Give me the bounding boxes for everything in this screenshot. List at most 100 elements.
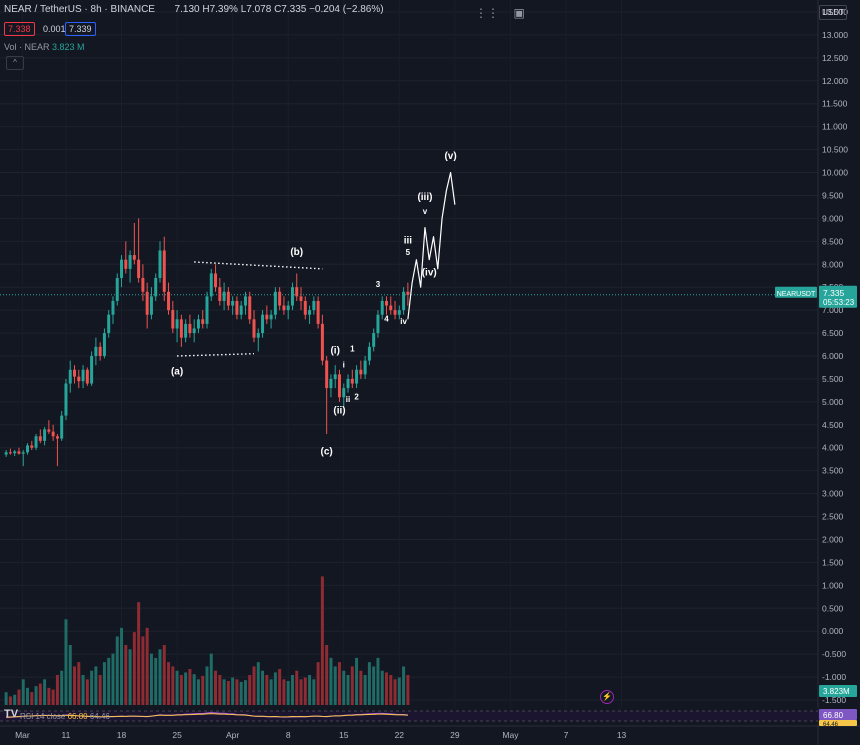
wave-label: ii — [346, 395, 350, 404]
candle-body — [333, 374, 337, 379]
candle-body — [145, 291, 149, 315]
price-tick-label: 6.000 — [822, 351, 844, 361]
volume-bar — [269, 679, 273, 705]
collapse-legend-button[interactable]: ^ — [6, 56, 24, 70]
candle-body — [273, 291, 277, 315]
candle-body — [13, 451, 17, 454]
price-tick-label: 1.500 — [822, 557, 844, 567]
candlestick-series — [4, 218, 410, 467]
candle-body — [64, 383, 68, 416]
currency-selector[interactable]: USDT — [819, 5, 847, 20]
volume-bar — [102, 662, 106, 705]
volume-bar — [77, 662, 81, 705]
volume-bar — [149, 653, 153, 705]
volume-bar — [167, 662, 171, 705]
price-tick-label: 8.000 — [822, 259, 844, 269]
candle-body — [167, 291, 171, 311]
volume-bar — [346, 675, 350, 705]
candle-body — [141, 278, 145, 292]
candle-body — [303, 300, 307, 315]
candle-body — [406, 291, 410, 295]
volume-bar — [372, 666, 376, 705]
volume-bar — [201, 675, 205, 705]
candle-body — [124, 259, 128, 269]
volume-bar — [282, 679, 286, 705]
price-tick-label: 5.500 — [822, 374, 844, 384]
volume-bar — [278, 669, 282, 705]
candle-body — [290, 287, 294, 306]
time-tick-label: 25 — [172, 730, 182, 740]
candle-body — [21, 452, 25, 454]
candle-body — [278, 291, 282, 306]
volume-bar — [90, 670, 94, 705]
candle-body — [55, 436, 59, 439]
volume-bar — [205, 666, 209, 705]
vol-tag: 3.823M — [823, 687, 850, 696]
volume-bar — [51, 689, 55, 705]
volume-bar — [188, 669, 192, 705]
volume-bar — [85, 679, 89, 705]
volume-bar — [81, 675, 85, 705]
price-tick-label: 9.000 — [822, 213, 844, 223]
candle-body — [149, 296, 153, 315]
candle-body — [81, 369, 85, 382]
volume-bar — [124, 645, 128, 705]
wave-label: iv — [400, 317, 407, 326]
rsi-tag: 66.80 — [823, 711, 844, 720]
symbol-tag: NEARUSDT — [777, 291, 816, 298]
price-tick-label: 3.500 — [822, 466, 844, 476]
candle-body — [209, 273, 213, 297]
candle-body — [376, 314, 380, 334]
candle-body — [342, 388, 346, 398]
price-tick-label: 5.000 — [822, 397, 844, 407]
wave-label: (iv) — [422, 268, 437, 279]
volume-bar — [337, 662, 341, 705]
volume-bar — [179, 675, 183, 705]
volume-bar — [384, 672, 388, 705]
volume-bar — [397, 677, 401, 705]
candle-body — [256, 333, 260, 338]
volume-bar — [64, 619, 68, 705]
candle-body — [402, 291, 406, 311]
candle-body — [218, 287, 222, 301]
volume-bar — [38, 683, 42, 705]
candle-body — [397, 310, 401, 315]
candle-body — [77, 376, 81, 382]
alert-bolt-icon[interactable]: ⚡ — [600, 690, 614, 704]
candle-body — [367, 346, 371, 361]
candle-body — [239, 305, 243, 315]
candle-body — [107, 314, 111, 334]
wave-label: (b) — [290, 247, 303, 258]
volume-bar — [380, 670, 384, 705]
candle-body — [128, 255, 132, 269]
rsi-ma-tag-bg — [819, 720, 857, 726]
drag-handle-icon[interactable]: ⋮⋮ — [475, 6, 499, 20]
candle-body — [184, 323, 188, 338]
volume-bar — [312, 679, 316, 705]
candle-body — [111, 300, 115, 315]
volume-bar — [222, 679, 226, 705]
volume-bar — [4, 692, 8, 705]
candle-body — [8, 452, 12, 454]
price-tick-label: 11.000 — [822, 122, 848, 132]
candle-body — [252, 319, 256, 338]
volume-bar — [47, 687, 51, 705]
snapshot-icon[interactable]: ▣ — [513, 6, 525, 20]
volume-bar — [34, 686, 38, 705]
volume-legend: Vol · NEAR 3.823 M — [4, 42, 85, 52]
symbol-title[interactable]: NEAR / TetherUS · 8h · BINANCE — [4, 4, 155, 15]
volume-bar — [231, 677, 235, 705]
candle-body — [38, 436, 42, 441]
buy-price-button[interactable]: 7.339 — [65, 22, 96, 36]
candle-body — [346, 378, 350, 389]
price-tick-label: 0.000 — [822, 626, 844, 636]
candle-body — [188, 323, 192, 334]
sell-price-button[interactable]: 7.338 — [4, 22, 35, 36]
volume-bar — [60, 670, 64, 705]
candle-body — [222, 291, 226, 301]
candle-body — [94, 346, 98, 356]
volume-bar — [162, 645, 166, 705]
vol-tag-bg — [819, 685, 857, 697]
